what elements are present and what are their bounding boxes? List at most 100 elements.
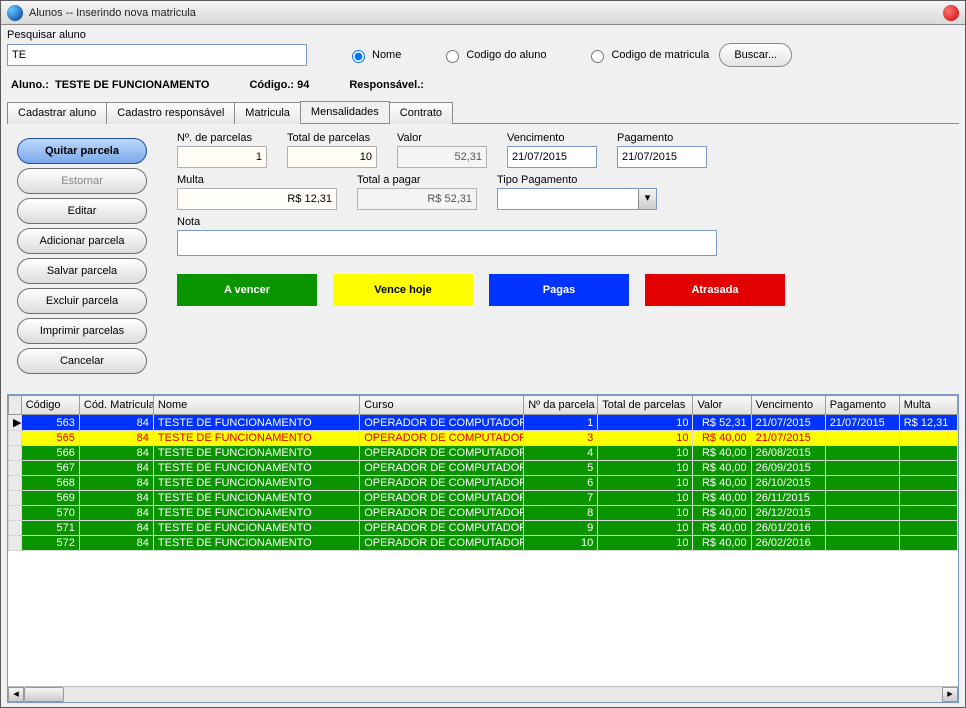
scroll-right-icon[interactable]: ▸ [942, 687, 958, 702]
buscar-button[interactable]: Buscar... [719, 43, 792, 67]
cell [825, 461, 899, 476]
horizontal-scrollbar[interactable]: ◂ ▸ [8, 686, 958, 702]
radio-codigo-matricula[interactable] [591, 50, 604, 63]
codigo-label: Código.: [249, 79, 294, 91]
parcelas-grid[interactable]: CódigoCód. MatriculaNomeCursoNº da parce… [8, 395, 958, 551]
column-header[interactable]: Vencimento [751, 396, 825, 415]
column-header[interactable]: Pagamento [825, 396, 899, 415]
cell: 566 [21, 446, 79, 461]
column-header[interactable]: Valor [693, 396, 751, 415]
table-row[interactable]: 56984TESTE DE FUNCIONAMENTOOPERADOR DE C… [9, 491, 958, 506]
tab-cadastrar-aluno[interactable]: Cadastrar aluno [7, 102, 107, 124]
cell: 84 [79, 415, 153, 431]
cell: R$ 40,00 [693, 521, 751, 536]
row-indicator: ▶ [9, 415, 22, 431]
radio-nome[interactable] [352, 50, 365, 63]
cell: 5 [524, 461, 598, 476]
cell: TESTE DE FUNCIONAMENTO [153, 521, 359, 536]
cell [825, 506, 899, 521]
adicionar-parcela-button[interactable]: Adicionar parcela [17, 228, 147, 254]
search-input[interactable] [7, 44, 307, 66]
pagamento-label: Pagamento [617, 132, 707, 144]
radio-codigo-matricula-label: Codigo de matricula [611, 49, 709, 61]
cell: 26/12/2015 [751, 506, 825, 521]
table-row[interactable]: 56884TESTE DE FUNCIONAMENTOOPERADOR DE C… [9, 476, 958, 491]
cell: 1 [524, 415, 598, 431]
tab-matricula[interactable]: Matricula [234, 102, 301, 124]
cell: 568 [21, 476, 79, 491]
total-pagar-field[interactable] [357, 188, 477, 210]
cell [825, 536, 899, 551]
cell: R$ 12,31 [899, 415, 957, 431]
cell: R$ 40,00 [693, 461, 751, 476]
cell: R$ 40,00 [693, 446, 751, 461]
n-parcelas-field[interactable] [177, 146, 267, 168]
editar-button[interactable]: Editar [17, 198, 147, 224]
excluir-parcela-button[interactable]: Excluir parcela [17, 288, 147, 314]
table-row[interactable]: 56784TESTE DE FUNCIONAMENTOOPERADOR DE C… [9, 461, 958, 476]
cell: OPERADOR DE COMPUTADOR [360, 431, 524, 446]
search-section: Pesquisar aluno Nome Codigo do aluno Cod… [7, 29, 959, 67]
row-indicator-header [9, 396, 22, 415]
vencimento-field[interactable] [507, 146, 597, 168]
multa-field[interactable] [177, 188, 337, 210]
column-header[interactable]: Multa [899, 396, 957, 415]
cell [825, 521, 899, 536]
search-label: Pesquisar aluno [7, 29, 959, 41]
cell: 563 [21, 415, 79, 431]
scroll-left-icon[interactable]: ◂ [8, 687, 24, 702]
column-header[interactable]: Cód. Matricula [79, 396, 153, 415]
column-header[interactable]: Código [21, 396, 79, 415]
table-row[interactable]: 56684TESTE DE FUNCIONAMENTOOPERADOR DE C… [9, 446, 958, 461]
status-pagas: Pagas [489, 274, 629, 306]
row-indicator [9, 491, 22, 506]
scroll-track[interactable] [24, 687, 942, 702]
cell: 8 [524, 506, 598, 521]
info-row: Aluno.: TESTE DE FUNCIONAMENTO Código.: … [7, 73, 959, 101]
cancelar-button[interactable]: Cancelar [17, 348, 147, 374]
tab-contrato[interactable]: Contrato [389, 102, 453, 124]
cell: 84 [79, 446, 153, 461]
tipo-pagamento-combo[interactable]: ▾ [497, 188, 657, 210]
cell: OPERADOR DE COMPUTADOR [360, 476, 524, 491]
cell: 565 [21, 431, 79, 446]
valor-field[interactable] [397, 146, 487, 168]
table-row[interactable]: ▶56384TESTE DE FUNCIONAMENTOOPERADOR DE … [9, 415, 958, 431]
pagamento-field[interactable] [617, 146, 707, 168]
table-row[interactable]: 57184TESTE DE FUNCIONAMENTOOPERADOR DE C… [9, 521, 958, 536]
column-header[interactable]: Total de parcelas [598, 396, 693, 415]
app-window: Alunos -- Inserindo nova matricula Pesqu… [0, 0, 966, 708]
column-header[interactable]: Nº da parcela [524, 396, 598, 415]
tab-cadastro-responsavel[interactable]: Cadastro responsável [106, 102, 235, 124]
cell: R$ 40,00 [693, 431, 751, 446]
imprimir-parcelas-button[interactable]: Imprimir parcelas [17, 318, 147, 344]
cell: 572 [21, 536, 79, 551]
quitar-parcela-button[interactable]: Quitar parcela [17, 138, 147, 164]
column-header[interactable]: Curso [360, 396, 524, 415]
table-row[interactable]: 57084TESTE DE FUNCIONAMENTOOPERADOR DE C… [9, 506, 958, 521]
cell: 10 [598, 431, 693, 446]
tab-mensalidades[interactable]: Mensalidades [300, 101, 390, 123]
nota-field[interactable] [177, 230, 717, 256]
aluno-value: TESTE DE FUNCIONAMENTO [55, 79, 209, 91]
total-parcelas-field[interactable] [287, 146, 377, 168]
table-row[interactable]: 56584TESTE DE FUNCIONAMENTOOPERADOR DE C… [9, 431, 958, 446]
cell: 26/02/2016 [751, 536, 825, 551]
scroll-thumb[interactable] [24, 687, 64, 702]
column-header[interactable]: Nome [153, 396, 359, 415]
close-icon[interactable] [943, 5, 959, 21]
table-row[interactable]: 57284TESTE DE FUNCIONAMENTOOPERADOR DE C… [9, 536, 958, 551]
chevron-down-icon[interactable]: ▾ [638, 189, 656, 209]
multa-label: Multa [177, 174, 337, 186]
app-icon [7, 5, 23, 21]
cell [899, 446, 957, 461]
estornar-button[interactable]: Estornar [17, 168, 147, 194]
salvar-parcela-button[interactable]: Salvar parcela [17, 258, 147, 284]
radio-codigo-aluno[interactable] [446, 50, 459, 63]
cell: 84 [79, 491, 153, 506]
cell [825, 491, 899, 506]
window-title: Alunos -- Inserindo nova matricula [29, 7, 943, 19]
cell [825, 476, 899, 491]
cell: TESTE DE FUNCIONAMENTO [153, 431, 359, 446]
cell: 84 [79, 431, 153, 446]
